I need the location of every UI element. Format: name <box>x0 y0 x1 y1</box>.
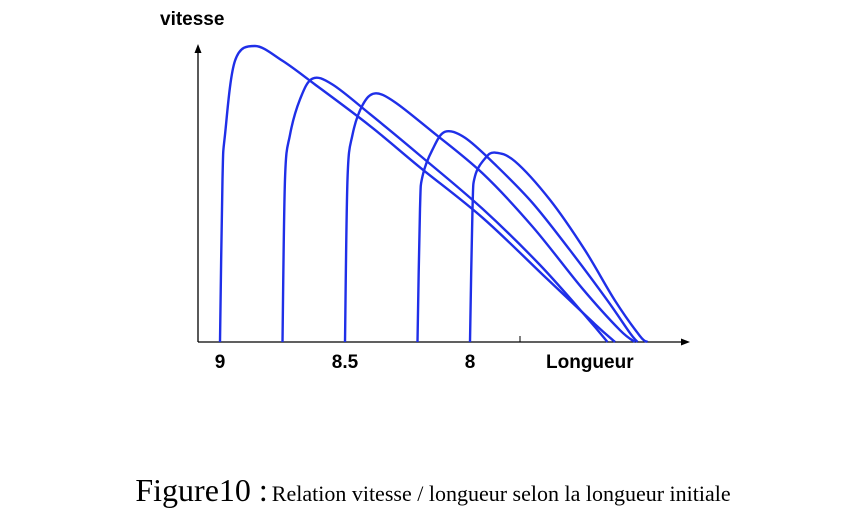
curve-line <box>218 44 616 343</box>
axes <box>194 44 690 346</box>
x-tick-label: 8.5 <box>332 352 359 373</box>
x-axis-title: Longueur <box>546 352 634 373</box>
y-axis-title: vitesse <box>160 9 224 30</box>
curve-line <box>343 92 636 343</box>
x-tick-label: 8 <box>465 352 476 373</box>
curves <box>218 44 649 344</box>
y-axis-arrow <box>194 44 202 53</box>
x-axis-arrow <box>681 338 690 346</box>
chart: vitesse Longueur 9 8.5 8 <box>160 9 690 373</box>
curve-line <box>416 129 639 343</box>
x-ticks: 9 8.5 8 <box>215 336 521 373</box>
curve-line <box>468 151 649 344</box>
caption-figure-number: Figure10 : <box>135 472 268 508</box>
figure-caption: Figure10 : Relation vitesse / longueur s… <box>0 472 866 509</box>
caption-text: Relation vitesse / longueur selon la lon… <box>271 481 731 506</box>
curve-line <box>281 76 609 343</box>
x-tick-label: 9 <box>215 352 226 373</box>
